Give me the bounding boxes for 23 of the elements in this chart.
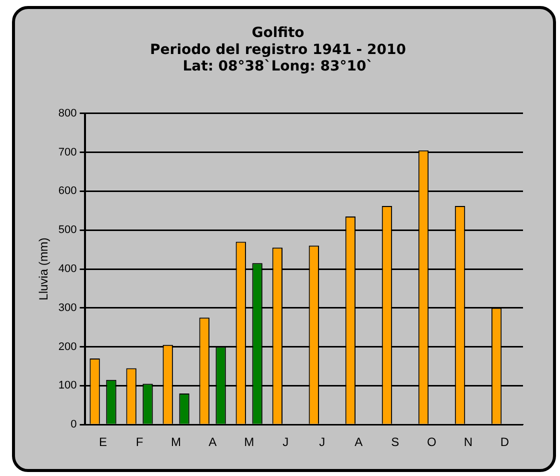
chart-title: Golfito Periodo del registro 1941 - 2010 Lat: 08°38`Long: 83°10`: [150, 25, 406, 75]
y-tick-label: 300: [58, 302, 77, 314]
y-tick-label: 200: [58, 340, 77, 353]
x-tick-label: J: [282, 435, 289, 450]
x-tick-label: F: [136, 435, 144, 450]
y-tick-label: 400: [58, 263, 77, 276]
x-tick-label: M: [244, 435, 254, 450]
y-axis-title: Lluvia (mm): [36, 238, 51, 300]
y-tick-label: 500: [58, 224, 77, 236]
x-tick-label: D: [500, 435, 510, 450]
y-tick-label: 100: [58, 380, 77, 392]
x-tick-label: A: [354, 435, 363, 450]
x-tick-label: A: [208, 435, 217, 450]
x-tick-label: M: [171, 435, 182, 450]
x-tick-label: S: [391, 435, 400, 450]
x-tick-label: O: [427, 435, 436, 450]
x-tick-label: N: [464, 435, 473, 450]
y-tick-label: 0: [70, 418, 77, 431]
x-tick-label: E: [99, 435, 108, 450]
y-tick-label: 700: [58, 146, 77, 158]
y-tick-label: 600: [58, 185, 77, 198]
y-tick-label: 800: [58, 107, 77, 120]
x-tick-label: J: [319, 435, 326, 450]
